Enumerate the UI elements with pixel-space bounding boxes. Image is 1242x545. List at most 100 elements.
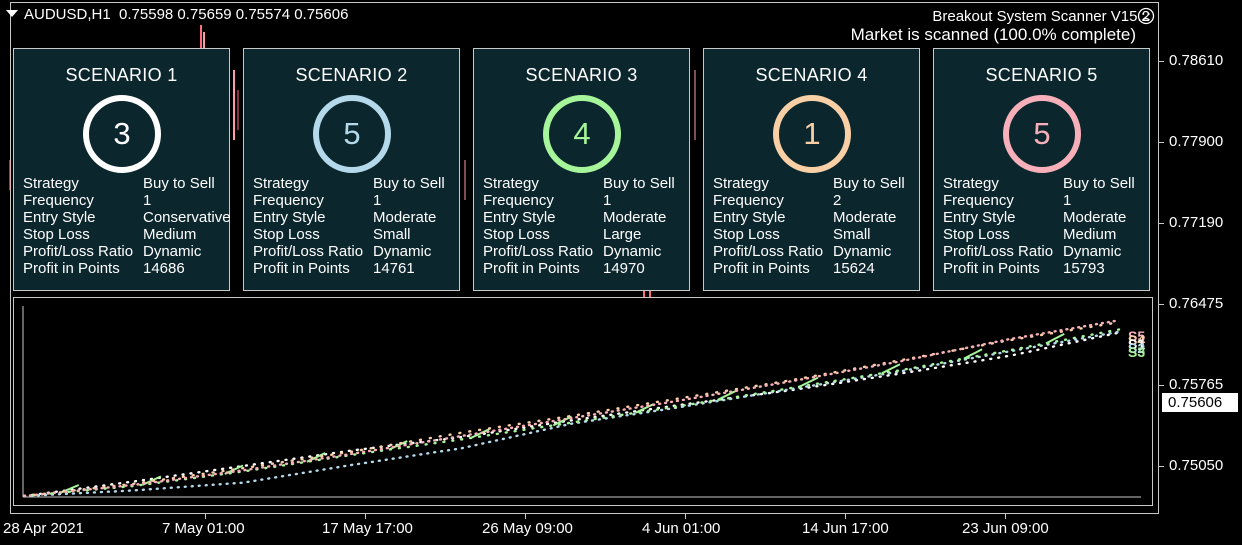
scenario-count-ring: 5: [1003, 95, 1081, 173]
detail-value: 2: [833, 192, 842, 209]
detail-label: Profit in Points: [943, 260, 1040, 277]
price-tick-label: 0.75050: [1169, 457, 1224, 474]
equity-series-2: [22, 330, 1121, 498]
detail-label: Entry Style: [253, 209, 326, 226]
detail-value: Buy to Sell: [833, 175, 905, 192]
detail-value: 1: [1063, 192, 1072, 209]
detail-value: Dynamic: [1063, 243, 1122, 260]
collapse-triangle-icon[interactable]: [6, 10, 18, 17]
detail-label: Entry Style: [23, 209, 96, 226]
detail-label: Profit/Loss Ratio: [713, 243, 824, 260]
detail-label: Entry Style: [713, 209, 786, 226]
detail-label: Stop Loss: [943, 226, 1010, 243]
detail-label: Frequency: [483, 192, 554, 209]
scan-status: Market is scanned (100.0% complete): [850, 25, 1136, 44]
detail-value: Buy to Sell: [1063, 175, 1135, 192]
equity-segment: [799, 376, 819, 388]
detail-label: Profit in Points: [713, 260, 810, 277]
detail-value: Large: [603, 226, 642, 243]
scenario-count-ring: 5: [313, 95, 391, 173]
price-tick: [1159, 304, 1164, 305]
scenario-count: 3: [113, 116, 131, 151]
price-tick: [1159, 223, 1164, 224]
equity-end-marker: S3: [1128, 344, 1145, 360]
equity-series-1: [22, 331, 1121, 498]
detail-label: Frequency: [943, 192, 1014, 209]
equity-panel: [13, 297, 1153, 506]
detail-label: Profit/Loss Ratio: [483, 243, 594, 260]
detail-label: Stop Loss: [23, 226, 90, 243]
scenario-count: 4: [573, 116, 591, 151]
scenario-title: SCENARIO 5: [985, 65, 1098, 85]
time-tick: [685, 514, 686, 519]
equity-segment: [634, 403, 655, 414]
scenario-card-1: SCENARIO 1 3 Strategy Buy to Sell Frequency 1…: [13, 48, 231, 291]
scenario-title: SCENARIO 2: [295, 65, 408, 85]
scenario-card-3: SCENARIO 3 4 Strategy Buy to Sell Frequency 1…: [473, 48, 690, 291]
scenario-count: 5: [343, 116, 361, 151]
time-tick: [1005, 514, 1006, 519]
price-tick-label: 0.75765: [1169, 376, 1224, 393]
detail-label: Profit/Loss Ratio: [23, 243, 134, 260]
detail-label: Profit/Loss Ratio: [253, 243, 364, 260]
equity-end-marker: S4: [1128, 332, 1145, 348]
scenario-count: 5: [1033, 116, 1051, 151]
scenario-count-ring: 4: [543, 95, 621, 173]
equity-end-marker: S2: [1128, 340, 1145, 356]
detail-label: Frequency: [253, 192, 324, 209]
chart-frame[interactable]: [10, 2, 1159, 514]
time-tick: [365, 514, 366, 519]
scenario-count: 1: [803, 116, 821, 151]
equity-segment: [717, 390, 737, 401]
scenario-count-ring: 3: [83, 95, 161, 173]
detail-value: Moderate: [603, 209, 667, 226]
detail-label: Stop Loss: [253, 226, 320, 243]
detail-value: Small: [833, 226, 871, 243]
detail-value: Moderate: [1063, 209, 1127, 226]
scenario-card-4: SCENARIO 4 1 Strategy Buy to Sell Frequency 2…: [703, 48, 920, 291]
equity-series-5: [22, 319, 1121, 498]
detail-value: 1: [143, 192, 152, 209]
detail-label: Strategy: [23, 175, 79, 192]
detail-value: 1: [373, 192, 382, 209]
detail-label: Profit in Points: [483, 260, 580, 277]
detail-value: 14970: [603, 260, 645, 277]
scanner-title: Breakout System Scanner V15.2: [932, 8, 1150, 25]
equity-segment: [881, 363, 901, 375]
detail-value: Conservative: [143, 209, 231, 226]
detail-value: 14761: [373, 260, 415, 277]
time-tick-label: 14 Jun 17:00: [802, 520, 889, 537]
time-tick-label: 7 May 01:00: [162, 520, 245, 537]
detail-label: Stop Loss: [713, 226, 780, 243]
detail-label: Entry Style: [943, 209, 1016, 226]
price-tick-label: 0.76475: [1169, 295, 1224, 312]
detail-label: Profit in Points: [253, 260, 350, 277]
scenario-count-ring: 1: [773, 95, 851, 173]
price-tick-label: 0.78610: [1169, 52, 1224, 69]
time-tick-label: 4 Jun 01:00: [642, 520, 721, 537]
detail-label: Frequency: [713, 192, 784, 209]
equity-segment: [552, 415, 572, 427]
equity-end-marker: S1: [1128, 336, 1145, 352]
detail-value: Dynamic: [833, 243, 892, 260]
equity-segment: [470, 428, 490, 439]
price-tick: [1159, 142, 1164, 143]
equity-series-4: [22, 321, 1121, 498]
detail-value: Dynamic: [373, 243, 432, 260]
detail-label: Strategy: [713, 175, 769, 192]
detail-label: Strategy: [483, 175, 539, 192]
detail-value: Moderate: [373, 209, 437, 226]
detail-label: Profit in Points: [23, 260, 120, 277]
scenario-title: SCENARIO 3: [525, 65, 638, 85]
detail-label: Strategy: [253, 175, 309, 192]
detail-value: Small: [373, 226, 411, 243]
equity-segment: [1045, 332, 1065, 345]
time-tick: [845, 514, 846, 519]
detail-value: Buy to Sell: [373, 175, 445, 192]
equity-segment: [142, 475, 162, 486]
detail-value: 1: [603, 192, 612, 209]
time-tick-label: 28 Apr 2021: [3, 520, 84, 537]
scenario-card-2: SCENARIO 2 5 Strategy Buy to Sell Frequency 1…: [243, 48, 460, 291]
